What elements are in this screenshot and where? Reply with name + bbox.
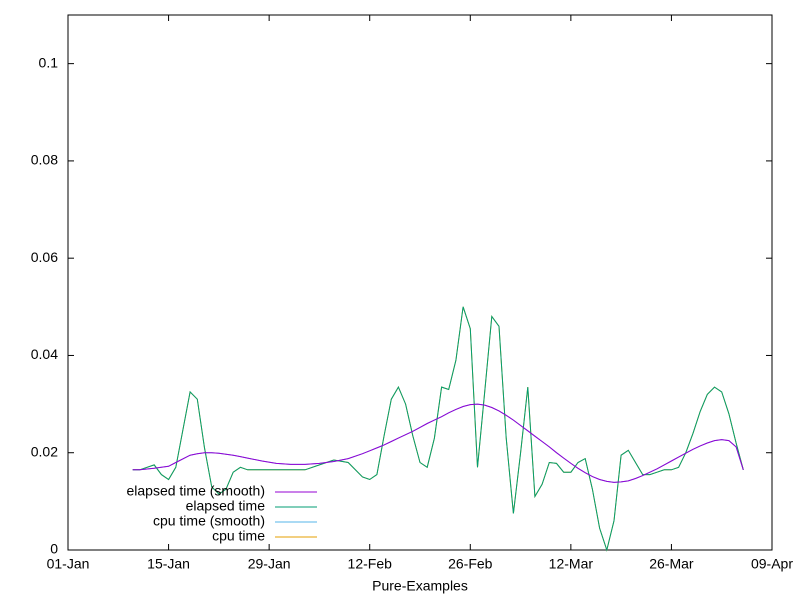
y-tick-label: 0.08 [31,152,58,168]
y-tick-label: 0.04 [31,346,58,362]
legend-label: cpu time [212,528,265,544]
y-tick-label: 0 [50,541,58,557]
x-tick-label: 12-Feb [348,556,393,572]
x-tick-label: 29-Jan [248,556,291,572]
y-tick-label: 0.06 [31,249,58,265]
y-tick-label: 0.1 [39,54,59,70]
series-line [132,306,744,552]
x-tick-label: 09-Apr [751,556,793,572]
x-tick-label: 26-Feb [448,556,493,572]
legend-label: elapsed time (smooth) [126,483,265,499]
x-axis-label: Pure-Examples [372,578,468,594]
x-tick-label: 15-Jan [147,556,190,572]
x-tick-label: 01-Jan [47,556,90,572]
legend-label: elapsed time [186,498,266,514]
legend-label: cpu time (smooth) [153,513,265,529]
y-tick-label: 0.02 [31,443,58,459]
plot-border [67,14,773,551]
series-line [132,403,744,483]
x-tick-label: 26-Mar [649,556,694,572]
x-tick-label: 12-Mar [549,556,594,572]
